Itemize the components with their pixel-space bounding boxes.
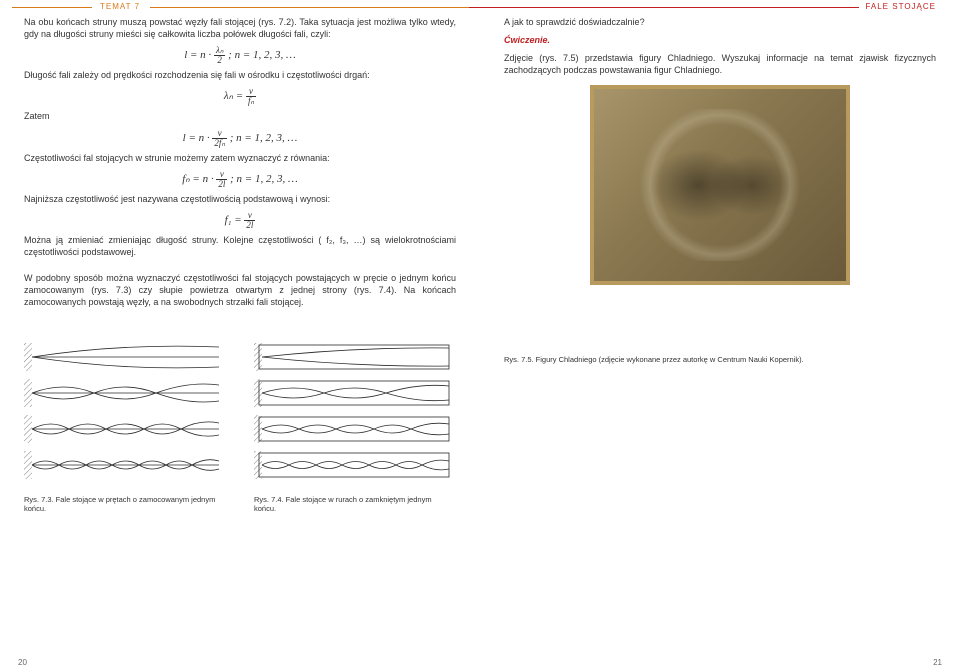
equation-3: l = n · v2fₙ ; n = 1, 2, 3, … — [24, 129, 456, 148]
right-page: FALE STOJĄCE A jak to sprawdzić doświadc… — [480, 0, 960, 640]
equation-5: f₁ = v2l — [24, 211, 456, 230]
paragraph: A jak to sprawdzić doświadczalnie? — [504, 16, 936, 28]
exercise-text: Zdjęcie (rys. 7.5) przedstawia figury Ch… — [504, 52, 936, 76]
paragraph: Częstotliwości fal stojących w strunie m… — [24, 152, 456, 164]
exercise-label: Ćwiczenie. — [504, 35, 550, 45]
figure-caption: Rys. 7.3. Fale stojące w prętach o zamoc… — [24, 495, 224, 513]
equation-2: λₙ = vfₙ — [24, 87, 456, 106]
left-page: TEMAT 7 Na obu końcach struny muszą pows… — [0, 0, 480, 640]
figure-7-4: Rys. 7.4. Fale stojące w rurach o zamkni… — [254, 339, 454, 523]
figure-7-3: Rys. 7.3. Fale stojące w prętach o zamoc… — [24, 339, 224, 523]
diagrams-row: Rys. 7.3. Fale stojące w prętach o zamoc… — [24, 339, 456, 523]
paragraph: Zatem — [24, 110, 456, 122]
page-spread: TEMAT 7 Na obu końcach struny muszą pows… — [0, 0, 960, 640]
paragraph: Można ją zmieniać zmieniając długość str… — [24, 234, 456, 258]
standing-wave-tubes-icon — [254, 339, 454, 489]
topic-header-left: TEMAT 7 — [100, 2, 140, 11]
paragraph: Długość fali zależy od prędkości rozchod… — [24, 69, 456, 81]
standing-wave-rods-icon — [24, 339, 224, 489]
chladni-photo — [590, 85, 850, 285]
page-number-right: 21 — [933, 658, 942, 667]
figure-caption: Rys. 7.5. Figury Chladniego (zdjęcie wyk… — [504, 355, 936, 364]
paragraph: W podobny sposób można wyznaczyć częstot… — [24, 272, 456, 308]
topic-header-right: FALE STOJĄCE — [865, 2, 936, 11]
equation-4: fₙ = n · v2l ; n = 1, 2, 3, … — [24, 170, 456, 189]
paragraph: Na obu końcach struny muszą powstać węzł… — [24, 16, 456, 40]
exercise: Ćwiczenie. — [504, 34, 936, 46]
page-number-left: 20 — [18, 658, 27, 667]
paragraph: Najniższa częstotliwość jest nazywana cz… — [24, 193, 456, 205]
figure-caption: Rys. 7.4. Fale stojące w rurach o zamkni… — [254, 495, 454, 513]
equation-1: l = n · λₙ2 ; n = 1, 2, 3, … — [24, 46, 456, 65]
